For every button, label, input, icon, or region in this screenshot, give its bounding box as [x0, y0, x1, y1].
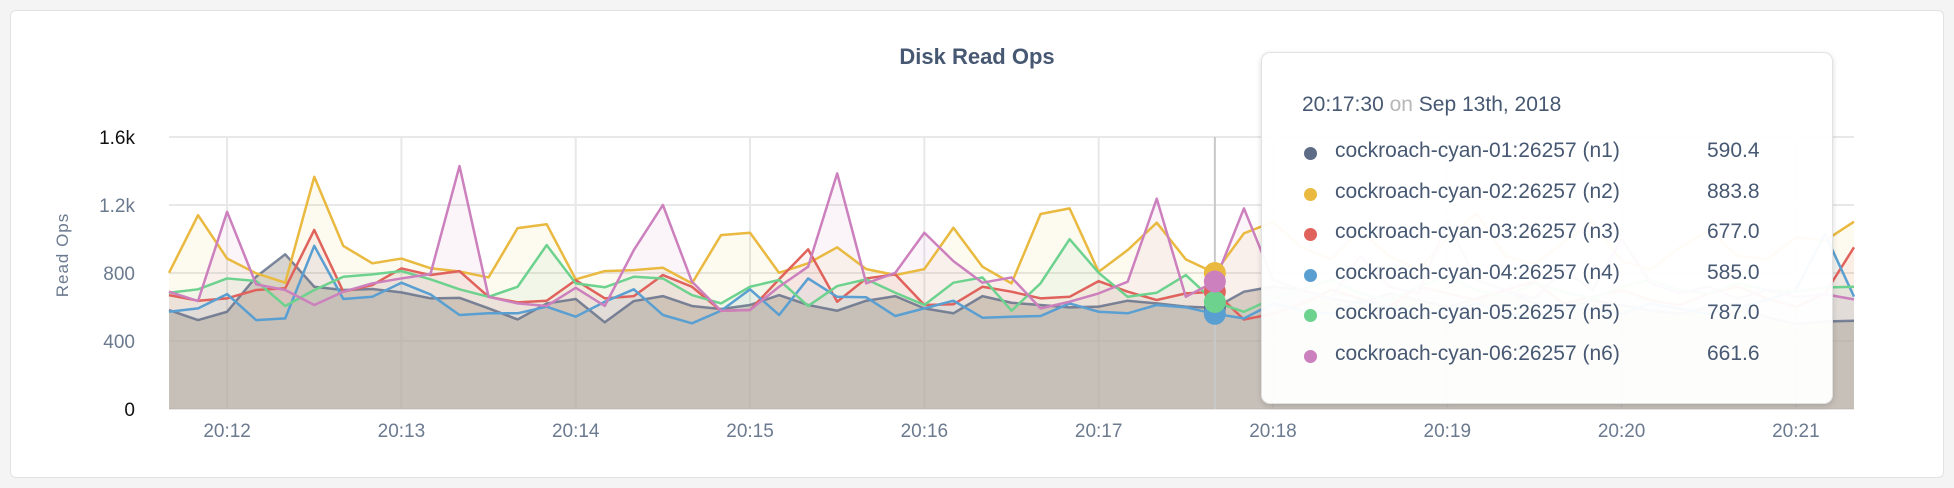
tooltip-series-value: 677.0 [1707, 220, 1760, 243]
tooltip-on: on [1389, 93, 1413, 116]
tooltip-series-name: cockroach-cyan-05:26257 (n5) [1335, 301, 1620, 324]
y-tick-label: 800 [103, 264, 135, 285]
hover-tooltip: 20:17:30 on Sep 13th, 2018 cockroach-cya… [1261, 52, 1833, 404]
series-dot-icon [1304, 349, 1317, 363]
tooltip-row: cockroach-cyan-01:26257 (n1) 590.4 [1302, 139, 1802, 169]
x-tick-label: 20:12 [203, 421, 251, 442]
hover-point-n5 [1203, 290, 1226, 313]
x-tick-label: 20:19 [1424, 421, 1472, 442]
tooltip-series-value: 585.0 [1707, 260, 1760, 284]
series-dot-icon [1304, 147, 1317, 160]
x-tick-label: 20:20 [1598, 421, 1646, 442]
tooltip-series-name: cockroach-cyan-03:26257 (n3) [1335, 220, 1620, 243]
tooltip-row: cockroach-cyan-04:26257 (n4) 585.0 [1302, 261, 1802, 291]
series-dot-icon [1304, 187, 1317, 201]
x-tick-label: 20:15 [726, 421, 774, 442]
x-tick-label: 20:14 [552, 421, 600, 442]
tooltip-series-name: cockroach-cyan-01:26257 (n1) [1335, 139, 1620, 162]
series-dot-icon [1304, 309, 1317, 322]
x-tick-label: 20:13 [378, 421, 426, 442]
y-tick-label: 1.6k [99, 128, 135, 149]
tooltip-series-value: 787.0 [1707, 301, 1760, 324]
tooltip-row: cockroach-cyan-02:26257 (n2) 883.8 [1302, 180, 1802, 210]
tooltip-row: cockroach-cyan-05:26257 (n5) 787.0 [1302, 301, 1802, 331]
y-tick-label: 1.2k [99, 196, 135, 217]
tooltip-date: Sep 13th, 2018 [1418, 93, 1562, 116]
x-tick-label: 20:21 [1772, 421, 1820, 442]
series-dot-icon [1304, 268, 1317, 282]
tooltip-time: 20:17:30 [1302, 93, 1384, 116]
chart-title: Disk Read Ops [899, 44, 1055, 69]
tooltip-series-value: 590.4 [1707, 139, 1760, 162]
x-tick-label: 20:18 [1249, 421, 1297, 442]
x-tick-label: 20:16 [901, 421, 949, 442]
tooltip-series-name: cockroach-cyan-04:26257 (n4) [1335, 260, 1620, 284]
x-tick-label: 20:17 [1075, 421, 1123, 442]
tooltip-row: cockroach-cyan-06:26257 (n6) 661.6 [1302, 342, 1802, 372]
tooltip-row: cockroach-cyan-03:26257 (n3) 677.0 [1302, 220, 1802, 250]
y-tick-label: 400 [103, 332, 135, 353]
series-dot-icon [1304, 228, 1317, 241]
tooltip-series-value: 883.8 [1707, 179, 1760, 203]
hover-point-n6 [1203, 270, 1226, 293]
tooltip-series-name: cockroach-cyan-02:26257 (n2) [1335, 179, 1620, 203]
tooltip-series-name: cockroach-cyan-06:26257 (n6) [1335, 341, 1620, 365]
tooltip-series-value: 661.6 [1707, 341, 1760, 365]
y-tick-label: 0 [124, 400, 135, 421]
tooltip-header: 20:17:30 on Sep 13th, 2018 [1302, 93, 1561, 117]
